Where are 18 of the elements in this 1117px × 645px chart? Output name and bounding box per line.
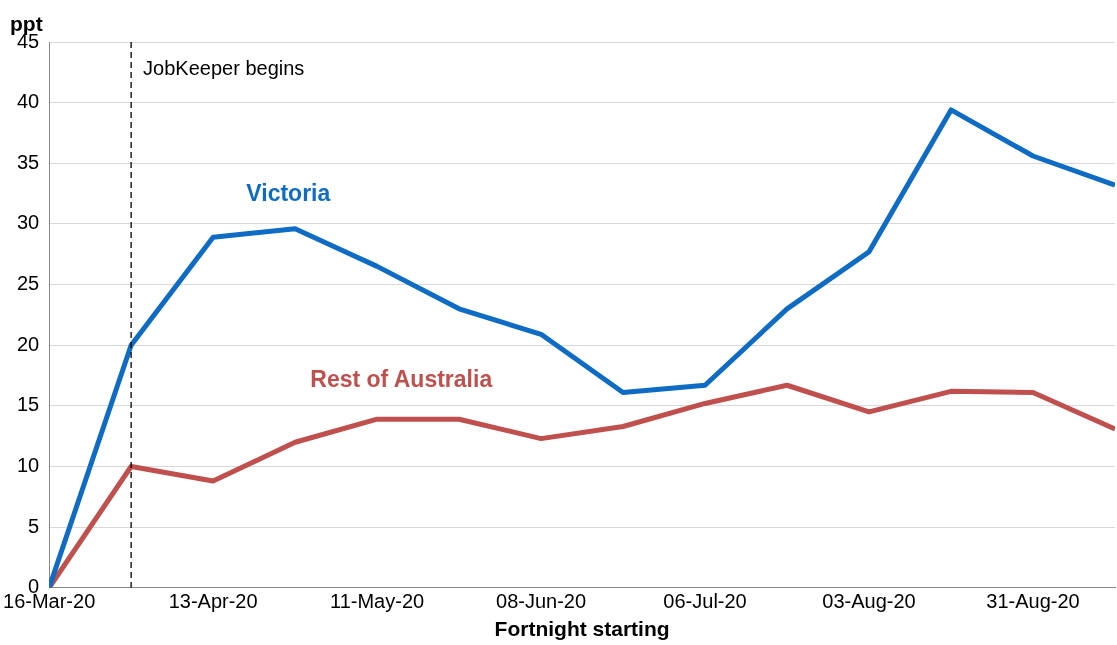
y-tick-label: 10 [16, 454, 40, 477]
y-tick-label: 30 [16, 211, 40, 234]
x-tick-label: 08-Jun-20 [496, 590, 587, 613]
ref-line-label: JobKeeper begins [143, 56, 305, 79]
y-tick-label: 5 [28, 514, 40, 537]
x-axis-title: Fortnight starting [494, 617, 670, 641]
y-tick-label: 40 [16, 90, 40, 113]
series-label: Victoria [246, 180, 331, 207]
x-tick-label: 03-Aug-20 [822, 590, 916, 613]
x-tick-label: 11-May-20 [330, 590, 425, 613]
series-label: Rest of Australia [310, 365, 493, 392]
y-tick-label: 20 [16, 332, 40, 355]
x-tick-label: 31-Aug-20 [986, 590, 1080, 613]
y-tick-label: 15 [16, 393, 40, 416]
y-tick-label: 25 [16, 272, 40, 295]
x-tick-label: 13-Apr-20 [168, 590, 258, 613]
y-tick-label: 35 [16, 150, 40, 173]
x-tick-label: 06-Jul-20 [663, 590, 747, 613]
